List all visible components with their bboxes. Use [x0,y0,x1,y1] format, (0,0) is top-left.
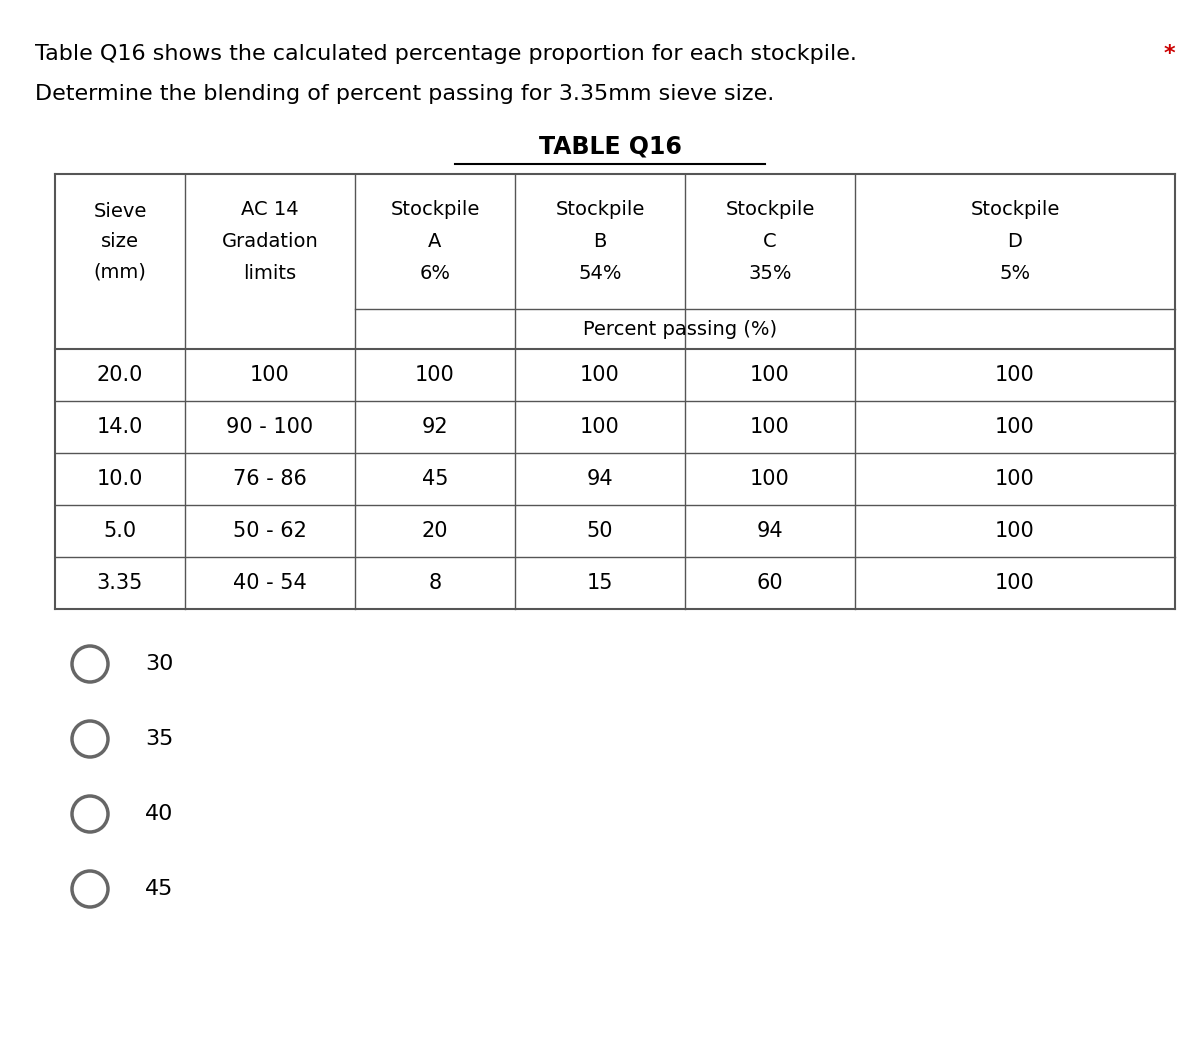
Text: 94: 94 [757,521,784,541]
Text: 100: 100 [750,469,790,489]
Text: 3.35: 3.35 [97,572,143,593]
Text: 90 - 100: 90 - 100 [227,417,313,437]
Text: B: B [593,232,607,251]
Text: 100: 100 [995,572,1034,593]
Text: 50: 50 [587,521,613,541]
Text: 35: 35 [145,729,173,749]
Text: Stockpile: Stockpile [725,199,815,219]
Text: Sieve: Sieve [94,202,146,221]
Text: Gradation: Gradation [222,232,318,251]
Text: 40 - 54: 40 - 54 [233,572,307,593]
Text: TABLE Q16: TABLE Q16 [539,134,682,158]
Text: 5.0: 5.0 [103,521,137,541]
Text: 76 - 86: 76 - 86 [233,469,307,489]
Text: 100: 100 [995,521,1034,541]
Text: *: * [1163,44,1175,64]
Text: 100: 100 [580,365,620,385]
Text: 6%: 6% [420,264,450,283]
Text: Stockpile: Stockpile [390,199,480,219]
Text: 92: 92 [421,417,449,437]
Text: C: C [763,232,776,251]
Text: 60: 60 [757,572,784,593]
Text: (mm): (mm) [94,262,146,281]
Text: AC 14: AC 14 [241,199,299,219]
Text: 100: 100 [750,417,790,437]
Text: limits: limits [244,264,296,283]
Text: 5%: 5% [1000,264,1031,283]
Text: 100: 100 [995,365,1034,385]
Text: Stockpile: Stockpile [556,199,644,219]
Text: 8: 8 [428,572,442,593]
Text: size: size [101,232,139,251]
Text: 100: 100 [250,365,290,385]
Text: 100: 100 [415,365,455,385]
Text: D: D [1008,232,1022,251]
Text: Percent passing (%): Percent passing (%) [583,320,778,339]
Text: 100: 100 [580,417,620,437]
Text: 14.0: 14.0 [97,417,143,437]
Text: Stockpile: Stockpile [971,199,1060,219]
Text: 40: 40 [145,804,173,824]
Text: 20.0: 20.0 [97,365,143,385]
Text: 100: 100 [995,417,1034,437]
Text: 45: 45 [421,469,449,489]
Text: 54%: 54% [578,264,622,283]
Text: 100: 100 [995,469,1034,489]
Text: 100: 100 [750,365,790,385]
Text: 94: 94 [587,469,613,489]
Text: 30: 30 [145,654,173,674]
Text: A: A [428,232,442,251]
Text: 45: 45 [145,879,173,899]
Text: 20: 20 [421,521,449,541]
Text: Determine the blending of percent passing for 3.35mm sieve size.: Determine the blending of percent passin… [35,84,774,104]
Text: 35%: 35% [749,264,792,283]
Text: Table Q16 shows the calculated percentage proportion for each stockpile.: Table Q16 shows the calculated percentag… [35,44,857,64]
Text: 50 - 62: 50 - 62 [233,521,307,541]
Text: 15: 15 [587,572,613,593]
Text: 10.0: 10.0 [97,469,143,489]
